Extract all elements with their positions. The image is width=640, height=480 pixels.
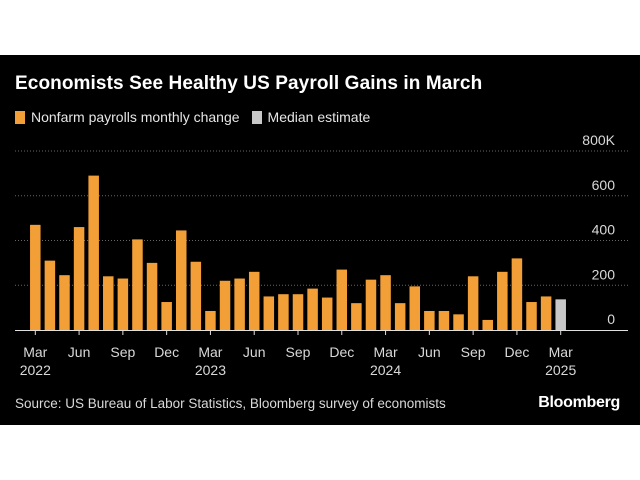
x-tick-label: Jun	[418, 344, 441, 360]
bar-actual	[540, 296, 552, 330]
bar-actual	[88, 175, 99, 330]
bar-actual	[467, 276, 479, 330]
x-tick-label: Mar	[374, 344, 398, 360]
chart-legend: Nonfarm payrolls monthly change Median e…	[15, 109, 382, 125]
bar-actual	[321, 297, 333, 330]
bar-actual	[234, 278, 245, 330]
bar-actual	[365, 279, 377, 330]
x-tick-label: Sep	[286, 344, 311, 360]
bar-actual	[453, 314, 464, 330]
x-tick-label: Mar	[198, 344, 222, 360]
bar-actual	[307, 288, 318, 330]
legend-label-actual: Nonfarm payrolls monthly change	[31, 109, 240, 125]
bar-actual	[292, 294, 304, 330]
x-tick-label: Sep	[110, 344, 135, 360]
y-tick-label: 200	[592, 266, 616, 282]
bar-actual	[205, 310, 216, 330]
bar-actual	[263, 296, 275, 330]
bar-actual	[248, 271, 260, 330]
legend-item-actual: Nonfarm payrolls monthly change	[15, 109, 240, 125]
bar-actual	[30, 224, 41, 330]
bar-actual	[336, 269, 348, 330]
x-tick-label: Mar	[549, 344, 573, 360]
x-tick-label: Dec	[329, 344, 354, 360]
bar-actual	[526, 302, 537, 330]
legend-swatch-actual	[15, 110, 25, 124]
bar-actual	[146, 262, 158, 330]
x-tick-label: Sep	[461, 344, 486, 360]
y-tick-label: 400	[592, 222, 616, 238]
x-year-label: 2022	[20, 362, 51, 378]
y-tick-label: 600	[592, 177, 616, 193]
bar-actual	[380, 275, 391, 330]
x-tick-label: Dec	[504, 344, 529, 360]
bar-actual	[351, 303, 362, 330]
chart-title: Economists See Healthy US Payroll Gains …	[15, 73, 483, 94]
x-tick-label: Jun	[68, 344, 91, 360]
bar-actual	[161, 302, 172, 330]
bar-actual	[438, 310, 450, 330]
bar-actual	[219, 280, 231, 330]
bar-chart: 0 200 400 600 800K Mar 2022 Jun Sep Dec Mar 2023 Jun…	[15, 132, 628, 378]
x-tick-label: Dec	[154, 344, 179, 360]
x-tick-label: Jun	[243, 344, 266, 360]
bar-actual	[511, 258, 523, 330]
x-year-label: 2025	[545, 362, 576, 378]
chart-panel: Economists See Healthy US Payroll Gains …	[0, 55, 640, 425]
source-note: Source: US Bureau of Labor Statistics, B…	[15, 396, 446, 411]
y-tick-label: 0	[607, 311, 615, 327]
legend-swatch-estimate	[251, 110, 262, 124]
bar-actual	[103, 276, 114, 330]
x-year-label: 2024	[370, 362, 401, 378]
x-tick-label: Mar	[23, 344, 47, 360]
bloomberg-logo: Bloomberg	[538, 394, 620, 411]
bar-actual	[73, 227, 85, 330]
bar-estimate	[555, 299, 566, 330]
bar-actual	[482, 319, 493, 330]
bar-actual	[190, 261, 202, 330]
bar-actual	[409, 286, 421, 330]
x-year-label: 2023	[195, 362, 226, 378]
y-tick-label: 800K	[582, 132, 615, 148]
bar-actual	[278, 294, 289, 330]
bar-actual	[132, 239, 143, 330]
bar-actual	[175, 230, 187, 330]
legend-label-estimate: Median estimate	[267, 109, 371, 125]
bar-actual	[394, 303, 406, 330]
bar-actual	[117, 278, 129, 330]
legend-item-estimate: Median estimate	[251, 109, 371, 125]
bar-actual	[59, 275, 70, 330]
bar-actual	[424, 310, 435, 330]
bar-actual	[44, 260, 56, 330]
bar-actual	[497, 271, 508, 330]
